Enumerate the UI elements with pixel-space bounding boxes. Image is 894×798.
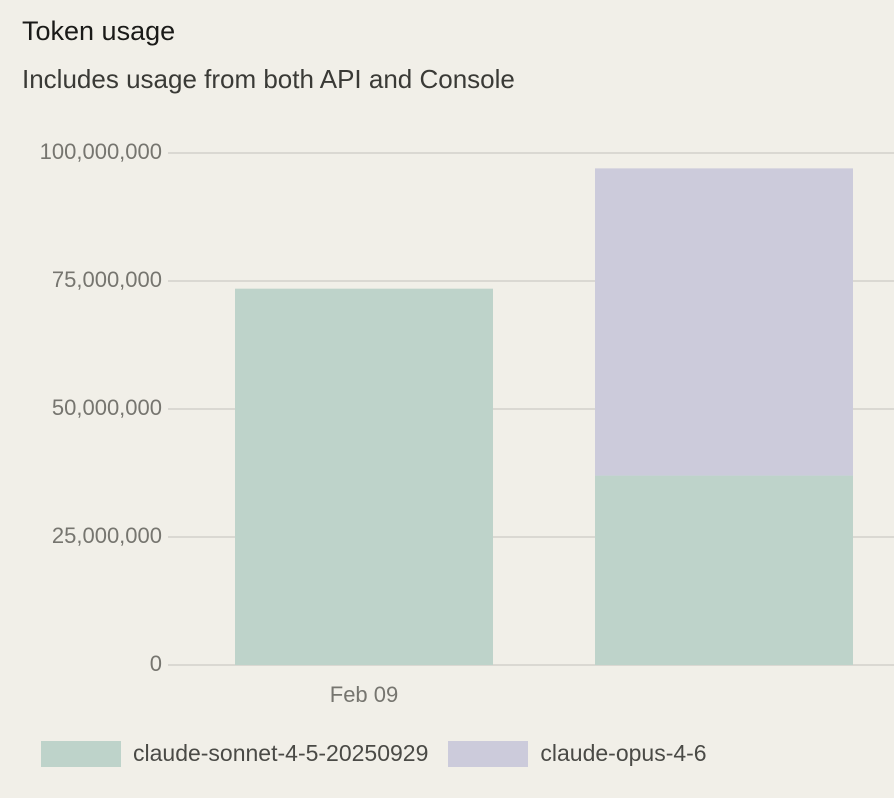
y-tick-label-4: 100,000,000 xyxy=(40,139,162,164)
legend-item-sonnet[interactable]: claude-sonnet-4-5-20250929 xyxy=(41,740,428,767)
bar-sonnet-0 xyxy=(235,288,493,665)
chart-legend: claude-sonnet-4-5-20250929 claude-opus-4… xyxy=(41,740,727,767)
x-tick-label-0: Feb 09 xyxy=(330,682,399,707)
legend-swatch-sonnet xyxy=(41,740,121,767)
y-tick-label-0: 0 xyxy=(150,651,162,676)
token-usage-chart: 0 25,000,000 50,000,000 75,000,000 100,000,0… xyxy=(40,139,894,707)
bar-sonnet-1 xyxy=(595,475,853,665)
y-tick-label-2: 50,000,000 xyxy=(52,395,162,420)
legend-label-opus: claude-opus-4-6 xyxy=(540,740,707,766)
chart-subtitle: Includes usage from both API and Console xyxy=(22,64,515,94)
y-tick-label-1: 25,000,000 xyxy=(52,523,162,548)
legend-swatch-opus xyxy=(448,740,529,767)
chart-title: Token usage xyxy=(22,16,176,46)
legend-item-opus[interactable]: claude-opus-4-6 xyxy=(448,740,707,767)
legend-label-sonnet: claude-sonnet-4-5-20250929 xyxy=(133,740,429,766)
y-tick-label-3: 75,000,000 xyxy=(52,267,162,292)
bar-opus-1 xyxy=(595,168,853,476)
